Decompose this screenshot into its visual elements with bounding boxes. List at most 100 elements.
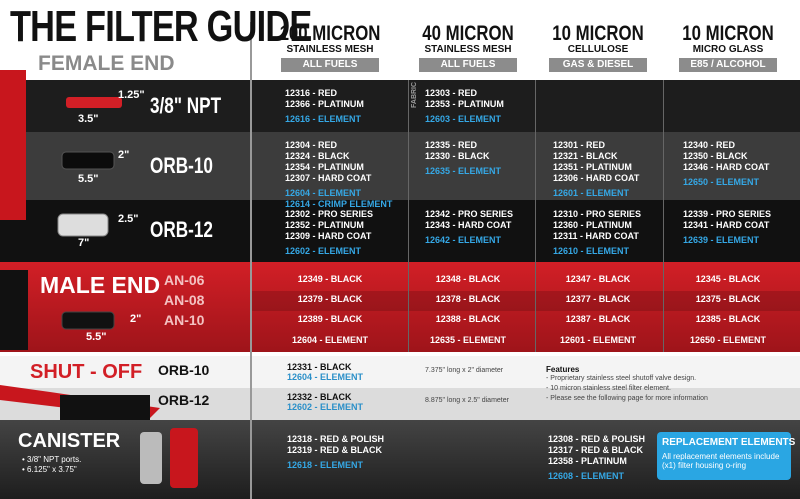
part-number: 12310 - PRO SERIES xyxy=(553,209,642,219)
part-number: 12354 - PLATINUM xyxy=(285,162,364,172)
part-number: 12330 - BLACK xyxy=(425,151,490,161)
part-number: 12319 - RED & BLACK xyxy=(287,445,383,455)
part-number: 12317 - RED & BLACK xyxy=(548,445,644,455)
shutoff-bg xyxy=(0,356,800,388)
part-number: 12332 - BLACK xyxy=(287,392,352,402)
part-number: 12343 - HARD COAT xyxy=(425,220,512,230)
section-title: MALE END xyxy=(40,272,161,298)
part-number: 12308 - RED & POLISH xyxy=(548,434,646,444)
replacement-title: REPLACEMENT ELEMENTS xyxy=(662,437,796,448)
size-note: 7.375" long x 2" diameter xyxy=(425,367,504,374)
part-number: 12388 - BLACK xyxy=(435,314,501,324)
part-number: 12351 - PLATINUM xyxy=(553,162,632,172)
part-number: 12302 - PRO SERIES xyxy=(285,209,374,219)
column-media: STAINLESS MESH xyxy=(424,44,512,55)
part-number: 12331 - BLACK xyxy=(287,362,352,372)
element-number: 12610 - ELEMENT xyxy=(553,246,630,256)
row-label: 3/8" NPT xyxy=(150,93,222,118)
part-number: 12301 - RED xyxy=(553,140,606,150)
part-number: 12377 - BLACK xyxy=(565,294,631,304)
column-micron: 10 MICRON xyxy=(552,22,644,45)
row-bg xyxy=(0,132,800,200)
element-number: 12602 - ELEMENT xyxy=(285,246,362,256)
part-number: 12346 - HARD COAT xyxy=(683,162,770,172)
element-number: 12601 - ELEMENT xyxy=(553,188,630,198)
size-note: 8.875" long x 2.5" diameter xyxy=(425,397,509,404)
filter-image xyxy=(60,395,150,420)
part-number: 12385 - BLACK xyxy=(695,314,761,324)
part-number: 12342 - PRO SERIES xyxy=(425,209,514,219)
column-media: MICRO GLASS xyxy=(692,44,764,55)
part-number: 12375 - BLACK xyxy=(695,294,761,304)
part-number: 12347 - BLACK xyxy=(565,274,631,284)
row-label: ORB-10 xyxy=(150,153,213,178)
element-number: 12650 - ELEMENT xyxy=(683,177,760,187)
divider xyxy=(250,22,252,499)
title: THE FILTER GUIDE xyxy=(10,2,312,51)
part-number: 12366 - PLATINUM xyxy=(285,99,364,109)
element-number: 12635 - ELEMENT xyxy=(429,335,507,345)
part-number: 12307 - HARD COAT xyxy=(285,173,372,183)
part-number: 12324 - BLACK xyxy=(285,151,350,161)
part-number: 12321 - BLACK xyxy=(553,151,618,161)
dimension: 2.5" xyxy=(118,213,139,225)
element-number: 12635 - ELEMENT xyxy=(425,166,502,176)
filter-image xyxy=(61,151,115,170)
dimension: 5.5" xyxy=(86,331,107,343)
row-label: AN-08 xyxy=(164,292,205,308)
part-number: 12348 - BLACK xyxy=(435,274,501,284)
filter-image xyxy=(61,311,115,330)
part-number: 12316 - RED xyxy=(285,88,338,98)
canister-image xyxy=(140,432,162,484)
filter-image xyxy=(57,213,109,237)
section-title: CANISTER xyxy=(18,430,121,452)
male-bg xyxy=(0,262,800,352)
row-label: ORB-12 xyxy=(150,217,213,242)
element-number: 12604 - ELEMENT xyxy=(285,188,362,198)
part-number: 12340 - RED xyxy=(683,140,736,150)
row-label: AN-10 xyxy=(164,312,205,328)
feature: - Proprietary stainless steel shutoff va… xyxy=(546,375,697,382)
filter-image xyxy=(0,70,26,220)
divider xyxy=(663,80,664,352)
part-number: 12349 - BLACK xyxy=(297,274,363,284)
features-title: Features xyxy=(546,365,580,374)
part-number: 12304 - RED xyxy=(285,140,338,150)
note: FABRIC xyxy=(411,81,418,108)
replacement-text: All replacement elements include (x1) fi… xyxy=(662,452,780,470)
column-micron: 100 MICRON xyxy=(279,22,381,45)
element-number: 12616 - ELEMENT xyxy=(285,114,362,124)
column-media: STAINLESS MESH xyxy=(286,44,374,55)
part-number: 12309 - HARD COAT xyxy=(285,231,372,241)
dimension: 3.5" xyxy=(78,113,99,125)
part-number: 12360 - PLATINUM xyxy=(553,220,632,230)
element-number: 12618 - ELEMENT xyxy=(287,460,364,470)
column-fuels: E85 / ALCOHOL xyxy=(679,58,777,72)
element-number: 12642 - ELEMENT xyxy=(425,235,502,245)
section-title: SHUT - OFF xyxy=(30,361,143,383)
feature: - Please see the following page for more… xyxy=(546,395,708,402)
spec: • 3/8" NPT ports. xyxy=(22,455,82,464)
dimension: 5.5" xyxy=(78,173,99,185)
dimension: 1.25" xyxy=(118,89,145,101)
element-number: 12601 - ELEMENT xyxy=(559,335,637,345)
element-number: 12614 - CRIMP ELEMENT xyxy=(285,199,393,209)
part-number: 12358 - PLATINUM xyxy=(548,456,627,466)
part-number: 12353 - PLATINUM xyxy=(425,99,504,109)
part-number: 12339 - PRO SERIES xyxy=(683,209,772,219)
divider xyxy=(535,80,536,352)
part-number: 12378 - BLACK xyxy=(435,294,501,304)
part-number: 12303 - RED xyxy=(425,88,478,98)
filter-image xyxy=(0,270,28,350)
subtitle: FEMALE END xyxy=(38,52,175,75)
row-label: ORB-10 xyxy=(158,362,210,378)
element-number: 12604 - ELEMENT xyxy=(287,372,364,382)
part-number: 12350 - BLACK xyxy=(683,151,748,161)
part-number: 12389 - BLACK xyxy=(297,314,363,324)
part-number: 12352 - PLATINUM xyxy=(285,220,364,230)
element-number: 12603 - ELEMENT xyxy=(425,114,502,124)
element-number: 12608 - ELEMENT xyxy=(548,471,625,481)
dimension: 7" xyxy=(78,237,90,249)
row-bg xyxy=(0,80,800,132)
